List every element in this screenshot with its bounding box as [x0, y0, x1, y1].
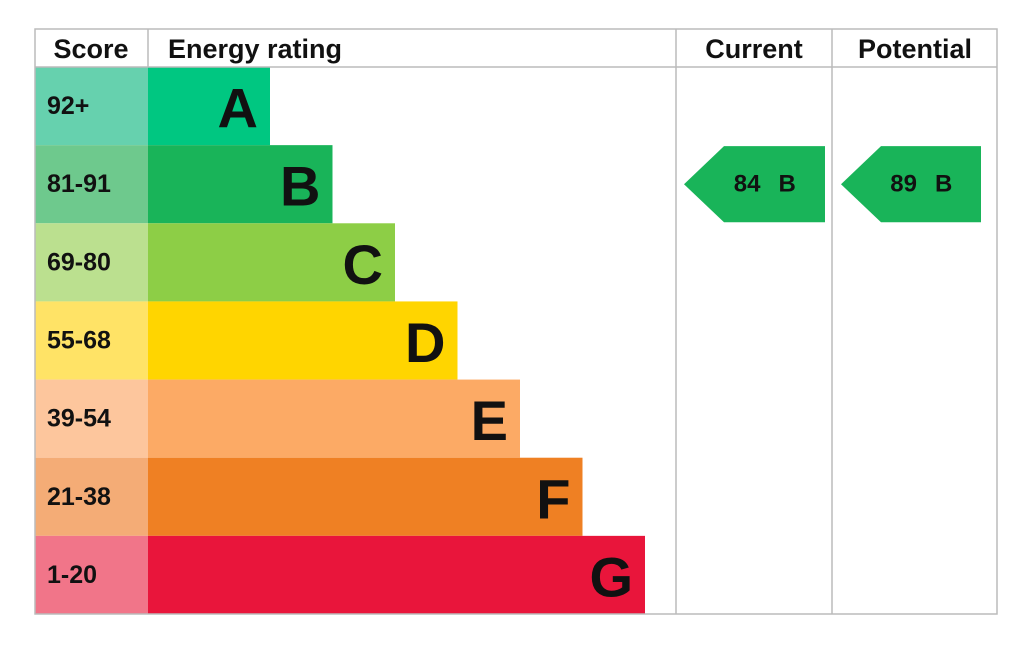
rating-letter: D	[405, 311, 445, 374]
score-range: 81-91	[47, 170, 111, 198]
rating-bar	[148, 67, 270, 146]
score-cell	[35, 67, 148, 146]
header-score: Score	[53, 34, 128, 64]
potential-score: 89	[890, 171, 917, 198]
rating-letter: G	[589, 545, 633, 608]
rating-letter: F	[536, 467, 570, 530]
current-arrow	[684, 146, 825, 223]
score-range: 21-38	[47, 483, 111, 511]
current-score: 84	[734, 171, 761, 198]
rating-bar	[148, 301, 458, 380]
score-range: 39-54	[47, 405, 111, 433]
score-range: 92+	[47, 92, 89, 120]
potential-arrow	[841, 146, 981, 223]
score-cell	[35, 301, 148, 380]
header-potential: Potential	[858, 34, 972, 64]
score-cell	[35, 145, 148, 224]
rating-bar	[148, 145, 333, 224]
table-frame	[34, 28, 998, 615]
rating-bar	[148, 457, 583, 536]
score-cell	[35, 379, 148, 458]
score-range: 1-20	[47, 561, 97, 589]
rating-letter: A	[218, 77, 258, 140]
border	[34, 28, 998, 615]
score-cell	[35, 223, 148, 302]
score-range: 55-68	[47, 327, 111, 355]
current-letter: B	[779, 171, 796, 198]
rating-letter: E	[471, 389, 508, 452]
rating-bar	[148, 379, 520, 458]
rating-letter: C	[343, 233, 383, 296]
header-rating: Energy rating	[168, 34, 342, 64]
rating-bar	[148, 535, 645, 614]
score-cell	[35, 535, 148, 614]
rating-bar	[148, 223, 395, 302]
score-range: 69-80	[47, 248, 111, 276]
score-cell	[35, 457, 148, 536]
rating-letter: B	[280, 155, 320, 218]
header-current: Current	[705, 34, 803, 64]
potential-letter: B	[935, 171, 952, 198]
